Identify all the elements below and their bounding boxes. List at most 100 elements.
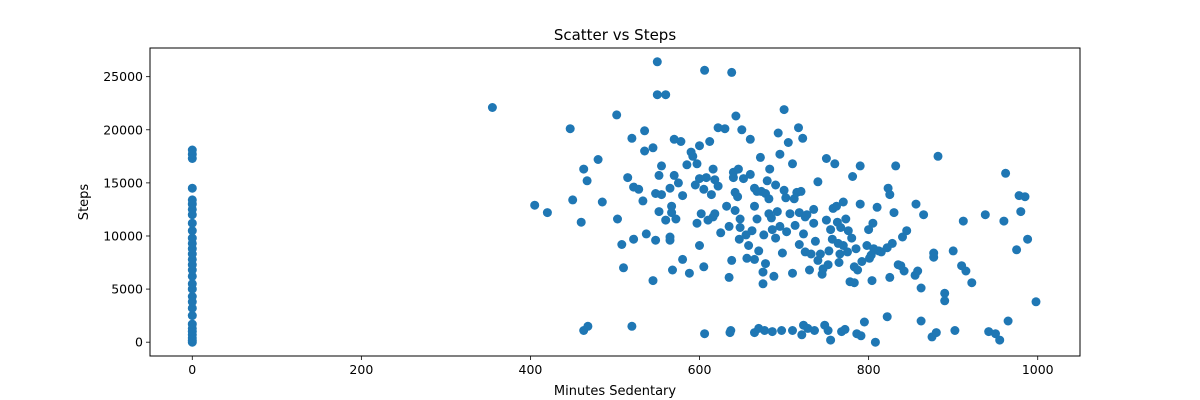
data-point bbox=[612, 110, 622, 120]
data-point bbox=[838, 197, 848, 207]
data-point bbox=[187, 303, 197, 313]
data-point bbox=[737, 125, 747, 135]
data-point bbox=[834, 258, 844, 267]
data-point bbox=[187, 319, 197, 329]
data-point bbox=[187, 292, 197, 301]
data-point bbox=[798, 133, 808, 143]
data-point bbox=[891, 161, 901, 171]
data-point bbox=[826, 335, 836, 345]
data-point bbox=[870, 337, 880, 347]
data-point bbox=[769, 271, 779, 281]
data-point bbox=[187, 195, 197, 205]
data-point bbox=[699, 262, 709, 272]
data-point bbox=[724, 221, 734, 231]
data-point bbox=[667, 208, 677, 218]
data-point bbox=[688, 151, 698, 161]
data-point bbox=[735, 223, 745, 232]
data-point bbox=[813, 177, 823, 187]
data-point bbox=[654, 207, 664, 217]
x-axis: 0 200 400 600 800 1000 bbox=[188, 356, 1054, 377]
data-point bbox=[867, 276, 877, 286]
data-point bbox=[699, 184, 709, 194]
data-point bbox=[542, 208, 552, 218]
data-point bbox=[984, 327, 994, 337]
data-point bbox=[187, 311, 197, 321]
data-point bbox=[832, 201, 841, 211]
data-point bbox=[868, 218, 878, 228]
data-point bbox=[765, 164, 775, 174]
data-point bbox=[676, 137, 686, 146]
data-point bbox=[797, 330, 807, 340]
data-point bbox=[678, 191, 688, 201]
data-point bbox=[788, 326, 797, 335]
data-point bbox=[940, 288, 950, 298]
data-point bbox=[916, 283, 926, 293]
data-point bbox=[695, 141, 704, 151]
data-point bbox=[187, 279, 197, 289]
data-point bbox=[187, 226, 197, 236]
data-point bbox=[799, 229, 808, 239]
data-point bbox=[980, 210, 990, 220]
data-point bbox=[806, 249, 816, 259]
data-point bbox=[885, 272, 895, 282]
data-point bbox=[678, 254, 688, 264]
data-point bbox=[857, 257, 867, 266]
data-point bbox=[758, 267, 768, 277]
data-point bbox=[835, 249, 845, 259]
data-point bbox=[855, 161, 865, 171]
data-point bbox=[187, 183, 197, 193]
data-point bbox=[579, 164, 589, 174]
data-point bbox=[623, 173, 633, 183]
data-point bbox=[731, 111, 741, 121]
data-point bbox=[593, 155, 603, 164]
data-point bbox=[568, 195, 578, 205]
data-point bbox=[750, 254, 759, 264]
data-point bbox=[701, 173, 711, 183]
data-point bbox=[853, 265, 863, 275]
data-point bbox=[627, 321, 637, 331]
data-point bbox=[1031, 297, 1041, 307]
data-point bbox=[794, 123, 803, 133]
data-point bbox=[762, 176, 772, 186]
data-point bbox=[713, 123, 723, 133]
data-point bbox=[856, 331, 866, 341]
data-point bbox=[961, 266, 971, 276]
data-point bbox=[695, 241, 704, 250]
data-point bbox=[862, 241, 872, 250]
data-point bbox=[1001, 168, 1011, 178]
data-point bbox=[696, 209, 706, 219]
x-tick-label: 0 bbox=[188, 362, 196, 377]
data-point bbox=[187, 271, 197, 281]
data-point bbox=[821, 154, 831, 163]
data-point bbox=[872, 202, 882, 212]
data-point bbox=[640, 146, 650, 156]
data-point bbox=[840, 324, 850, 334]
y-tick-label: 0 bbox=[135, 335, 143, 350]
data-point bbox=[843, 226, 853, 236]
data-point bbox=[821, 215, 831, 225]
data-point bbox=[885, 190, 895, 200]
x-tick-label: 800 bbox=[857, 362, 881, 377]
data-point bbox=[661, 90, 671, 100]
data-point bbox=[999, 216, 1009, 226]
data-point bbox=[657, 190, 666, 200]
chart-title: Scatter vs Steps bbox=[554, 26, 676, 44]
data-point bbox=[995, 335, 1005, 345]
data-point bbox=[761, 259, 770, 269]
data-point bbox=[782, 227, 792, 237]
data-point bbox=[759, 230, 769, 240]
data-point bbox=[744, 241, 754, 250]
data-point bbox=[583, 321, 593, 331]
data-point bbox=[899, 266, 909, 276]
data-point bbox=[991, 329, 1000, 339]
data-point bbox=[950, 326, 960, 335]
data-point bbox=[648, 276, 658, 286]
x-tick-label: 400 bbox=[519, 362, 543, 377]
x-axis-label: Minutes Sedentary bbox=[554, 384, 676, 399]
x-tick-label: 600 bbox=[688, 362, 712, 377]
data-point bbox=[911, 199, 921, 209]
data-point bbox=[706, 190, 716, 200]
data-point bbox=[726, 326, 736, 335]
data-point bbox=[775, 149, 785, 159]
